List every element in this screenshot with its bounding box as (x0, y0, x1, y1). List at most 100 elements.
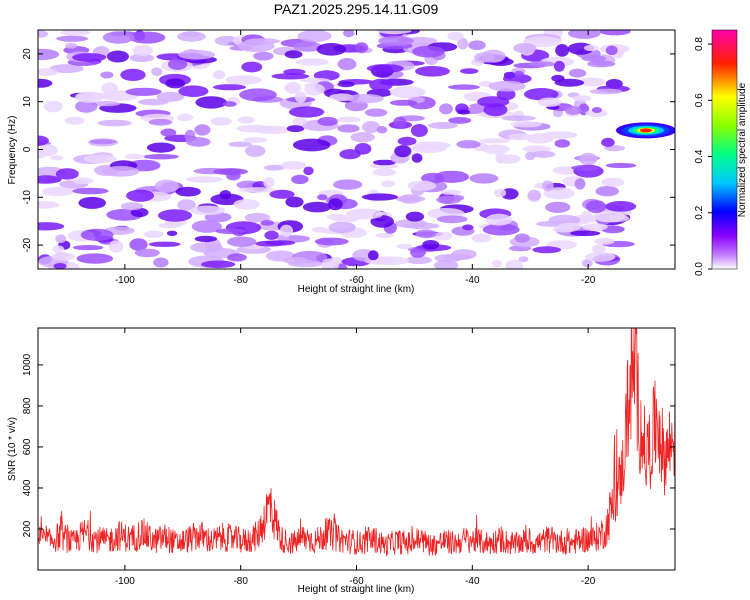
spectral-blob (143, 154, 179, 160)
spectral-blob (177, 31, 206, 42)
spectral-blob (227, 236, 257, 247)
spectral-blob (422, 240, 440, 250)
spectral-blob (398, 194, 422, 204)
spectral-blob (532, 246, 562, 254)
spectral-blob (120, 202, 144, 211)
spectral-blob (570, 230, 601, 237)
bottom-x-axis: -100 -80 -60 -40 -20 (115, 328, 596, 587)
spectral-blob (74, 91, 104, 103)
spectral-blob (448, 117, 472, 124)
y-tick-label: 20 (22, 48, 33, 60)
spectral-blob (146, 142, 176, 153)
spectral-blob (339, 149, 361, 160)
spectral-blob (337, 58, 357, 71)
spectral-blob (568, 68, 587, 78)
spectral-blob (283, 256, 309, 264)
spectral-blob (599, 30, 631, 36)
spectral-blob (151, 67, 163, 76)
spectral-blob (153, 257, 169, 268)
spectral-blob (333, 179, 363, 190)
spectral-blob (83, 154, 117, 164)
spectral-blob (554, 78, 585, 87)
spectral-blob (518, 256, 529, 263)
spectral-blob (393, 116, 407, 128)
spectral-blob (166, 230, 178, 236)
spectral-blob (581, 259, 593, 268)
x-tick-label: -80 (233, 576, 248, 587)
spectral-blob (601, 137, 615, 147)
spectral-blob (168, 58, 188, 70)
spectral-blob (50, 155, 64, 161)
spectral-blob (591, 107, 603, 113)
x-tick-label: -40 (465, 576, 480, 587)
snr-series-line (38, 328, 675, 557)
x-tick-label: -20 (581, 275, 596, 286)
spectral-blob (297, 30, 332, 43)
spectral-blob (143, 230, 164, 238)
colorbar-axis: 0.0 0.2 0.4 0.6 0.8 (694, 37, 712, 276)
spectral-blob (537, 97, 562, 107)
spectral-blob (194, 124, 211, 136)
spectral-blob (376, 126, 388, 134)
spectral-blob (284, 84, 298, 92)
top-y-axis: -20 -10 0 10 20 (22, 48, 675, 252)
spectral-blob (225, 75, 262, 85)
spectral-blob (554, 139, 571, 148)
spectral-blob (285, 196, 304, 208)
bottom-y-axis-label: SNR (10 * v/v) (7, 417, 18, 481)
spectral-blob (38, 175, 62, 184)
spectral-blob (195, 96, 227, 109)
spectral-blob (260, 220, 275, 226)
spectral-blob (233, 199, 260, 210)
spectral-blob (108, 240, 124, 253)
spectral-blob (485, 213, 513, 226)
spectral-blob (52, 245, 65, 253)
spectral-blob (434, 170, 470, 183)
spectral-blob (177, 199, 196, 211)
spectral-blob (158, 209, 192, 222)
spectral-blob (375, 233, 395, 238)
spectrogram-field (38, 30, 675, 269)
spectral-blob (38, 48, 60, 61)
spectral-blob (125, 153, 145, 160)
spectral-blob (194, 235, 218, 243)
spectral-blob (436, 215, 468, 224)
spectral-blob (55, 234, 67, 244)
spectral-blob (286, 125, 305, 133)
spectral-blob (389, 99, 418, 106)
spectral-blob (137, 98, 169, 106)
spectral-blob (479, 138, 510, 144)
spectral-blob (55, 168, 79, 180)
top-y-axis-label: Frequency (Hz) (7, 116, 18, 185)
spectral-blob (592, 244, 606, 255)
spectral-blob (219, 190, 232, 200)
spectral-blob (527, 189, 542, 201)
x-tick-label: -60 (349, 275, 364, 286)
spectral-blob (304, 83, 325, 96)
spectral-blob (244, 212, 271, 223)
spectral-blob (51, 252, 76, 261)
spectral-blob (482, 223, 520, 236)
x-tick-label: -60 (349, 576, 364, 587)
spectral-blob (90, 100, 121, 107)
spectral-blob (531, 150, 556, 158)
spectral-blob (125, 87, 162, 96)
spectral-blob (605, 45, 618, 56)
spectral-blob (43, 100, 63, 113)
spectral-blob (156, 91, 185, 102)
spectral-blob (460, 68, 479, 74)
spectral-blob (293, 41, 323, 52)
spectral-blob (148, 241, 181, 247)
spectral-blob (212, 84, 247, 91)
spectral-blob (78, 196, 106, 209)
spectral-blob (415, 66, 450, 77)
spectral-blob (373, 159, 396, 166)
spectral-blob (343, 30, 355, 38)
x-tick-label: -100 (115, 576, 135, 587)
spectral-blob (328, 198, 343, 211)
spectral-blob (595, 186, 619, 197)
spectral-blob (601, 177, 625, 187)
spectral-blob (583, 44, 599, 52)
spectral-blob (72, 177, 94, 185)
spectral-blob (522, 145, 552, 153)
